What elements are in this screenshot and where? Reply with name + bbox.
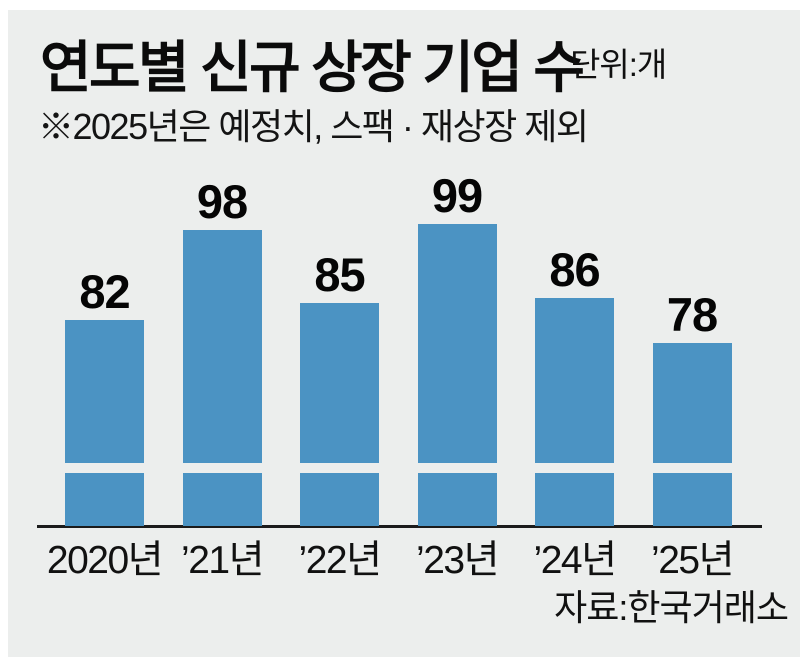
bar-value-label: 98: [196, 175, 248, 228]
x-axis-label: ’21년: [181, 539, 264, 582]
bar-segment-bottom: [417, 473, 497, 526]
x-axis-label: 2020년: [46, 539, 164, 582]
bar-segment-bottom: [535, 473, 614, 526]
chart-title: 연도별 신규 상장 기업 수: [40, 36, 585, 99]
bar-segment-bottom: [652, 473, 732, 526]
bar-segment-top: [652, 342, 732, 463]
bar-segment-top: [65, 320, 144, 463]
x-axis-label: ’22년: [298, 539, 382, 582]
x-axis-label: ’24년: [533, 539, 617, 582]
bar-value-label: 99: [431, 169, 483, 223]
bar-value-label: 78: [666, 287, 718, 341]
x-axis-label: ’23년: [416, 539, 499, 582]
x-axis-line: [37, 525, 762, 528]
source-label: 자료:한국거래소: [554, 587, 789, 628]
unit-label: 단위:개: [570, 46, 667, 83]
bar-value-label: 86: [549, 242, 600, 296]
bar-segment-bottom: [300, 473, 379, 526]
bar-segment-bottom: [65, 473, 144, 526]
bar-value-label: 85: [314, 248, 365, 302]
bar-segment-bottom: [182, 473, 262, 526]
chart-note: ※2025년은 예정치, 스팩 · 재상장 제외: [38, 106, 589, 147]
bar-segment-top: [417, 224, 497, 463]
bar-value-label: 82: [79, 265, 130, 318]
x-axis-label: ’25년: [651, 539, 734, 582]
bar-segment-top: [535, 297, 614, 463]
bar-segment-top: [300, 303, 379, 463]
bar-segment-top: [182, 230, 262, 463]
